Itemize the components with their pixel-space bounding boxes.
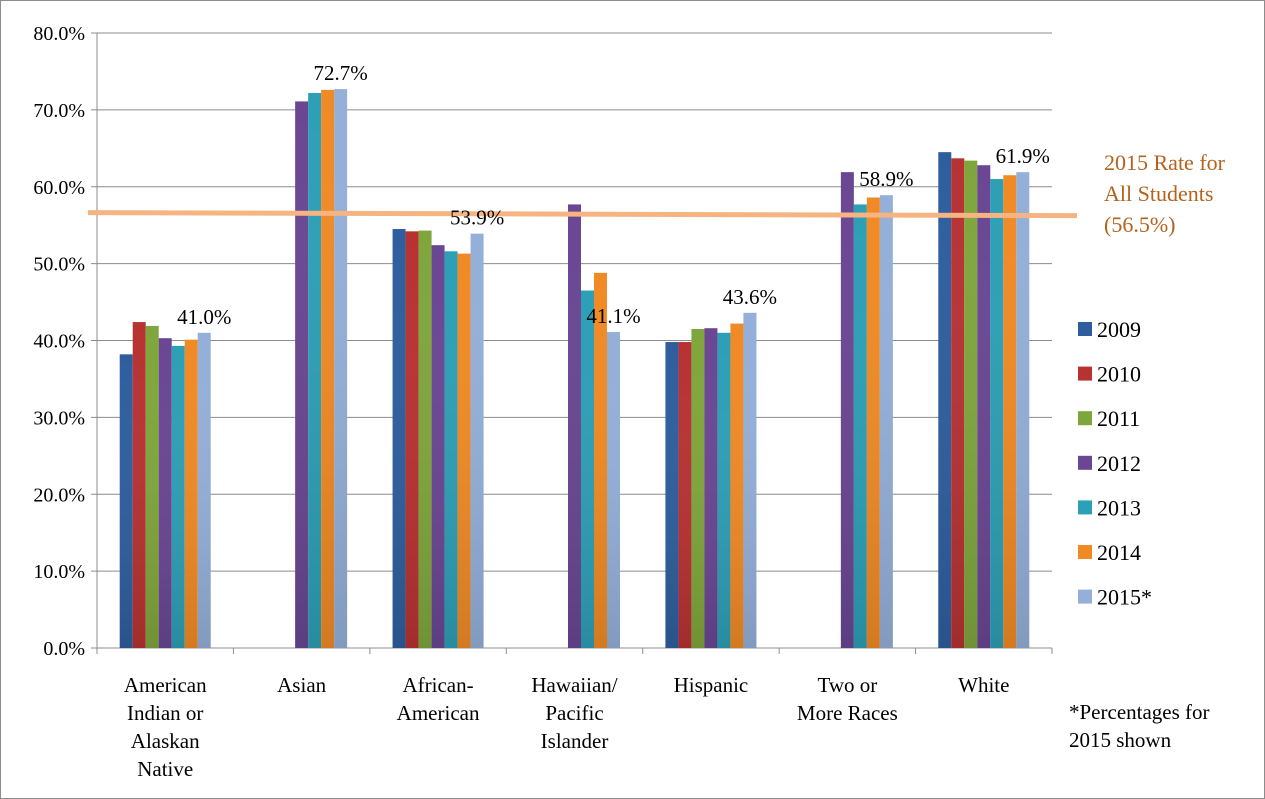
- bar-shade: [334, 89, 348, 648]
- category-label: American: [397, 701, 480, 725]
- category-label: Two or: [817, 673, 877, 697]
- category-label: Native: [137, 757, 193, 781]
- bar-shade: [665, 342, 679, 648]
- legend-label: 2011: [1097, 406, 1140, 431]
- legend-label: 2014: [1097, 540, 1141, 565]
- bar-shade: [132, 322, 146, 648]
- bar-shade: [470, 233, 484, 649]
- y-tick-label: 0.0%: [43, 638, 85, 660]
- y-tick-label: 20.0%: [33, 484, 85, 506]
- legend-swatch: [1078, 322, 1092, 336]
- bar-shade: [321, 89, 335, 648]
- data-label: 41.0%: [177, 305, 231, 329]
- legend: 2009 2010 2011 2012 2013 2014 2015*: [1078, 317, 1152, 610]
- legend-swatch: [1078, 500, 1092, 515]
- bar-shade: [457, 253, 471, 648]
- category-label: African-: [403, 673, 474, 697]
- y-tick-label: 30.0%: [33, 407, 85, 429]
- bar-shade: [1003, 175, 1017, 648]
- category-label: Hawaiian/: [531, 673, 617, 697]
- data-label: 43.6%: [723, 285, 777, 309]
- bar-shade: [418, 230, 432, 648]
- footnote-line: *Percentages for: [1069, 700, 1210, 724]
- bar-shade: [184, 339, 198, 648]
- category-label: Hispanic: [674, 673, 749, 697]
- legend-swatch: [1078, 366, 1092, 381]
- bar-shade: [1016, 172, 1030, 649]
- y-tick-label: 80.0%: [33, 23, 85, 45]
- legend-swatch: [1078, 455, 1092, 470]
- y-tick-label: 70.0%: [33, 100, 85, 122]
- y-tick-label: 10.0%: [33, 561, 85, 583]
- bar-shade: [691, 328, 705, 648]
- category-label: Asian: [277, 673, 326, 697]
- bar-shade: [977, 165, 991, 648]
- bar-shade: [295, 101, 309, 648]
- legend-swatch: [1078, 411, 1092, 426]
- bar-shade: [581, 290, 594, 648]
- reference-line: [87, 210, 1078, 219]
- footnote: *Percentages for 2015 shown: [1069, 700, 1210, 752]
- y-tick-label: 50.0%: [33, 254, 85, 276]
- bar-shade: [866, 197, 880, 648]
- bar-shade: [308, 92, 322, 648]
- category-label: Indian or: [127, 701, 203, 725]
- category-label: White: [958, 673, 1009, 697]
- bar-shade: [607, 332, 620, 648]
- bar-shade: [431, 245, 445, 649]
- bar-shade: [392, 229, 406, 648]
- bar-shade: [197, 332, 211, 648]
- y-tick-label: 40.0%: [33, 331, 85, 353]
- x-axis-labels: American Indian or Alaskan Native Asian Afric…: [124, 673, 1010, 781]
- data-label: 41.1%: [586, 304, 640, 328]
- bar-shade: [951, 158, 965, 648]
- bar-shade: [853, 204, 867, 648]
- bar-shade: [964, 160, 978, 649]
- category-label: Pacific: [545, 701, 603, 725]
- reference-line-label: 2015 Rate for: [1104, 150, 1226, 175]
- bar-shade: [171, 345, 185, 648]
- reference-line-label: (56.5%): [1104, 212, 1175, 237]
- legend-label: 2010: [1097, 362, 1141, 387]
- category-label: Alaskan: [131, 729, 200, 753]
- legend-swatch: [1078, 589, 1092, 604]
- bar-shade: [730, 323, 744, 648]
- legend-label: 2012: [1097, 451, 1141, 476]
- data-label: 72.7%: [314, 61, 368, 85]
- bar-shade: [568, 204, 581, 648]
- category-label: Islander: [541, 729, 609, 753]
- bar-shade: [840, 172, 854, 649]
- category-label: More Races: [797, 701, 898, 725]
- bar-shade: [444, 251, 458, 648]
- bar-shade: [717, 332, 731, 648]
- bar-shade: [145, 325, 159, 648]
- bar-shade: [938, 152, 952, 648]
- legend-label: 2009: [1097, 317, 1141, 342]
- reference-line-group: 2015 Rate for All Students (56.5%): [87, 150, 1226, 237]
- bar-shade: [158, 338, 172, 648]
- reference-line-label: All Students: [1104, 181, 1213, 206]
- legend-label: 2013: [1097, 495, 1141, 520]
- bar-shade: [879, 195, 893, 649]
- legend-label: 2015*: [1097, 585, 1152, 610]
- bars: [119, 89, 1030, 649]
- bar-shade: [119, 354, 133, 648]
- y-tick-label: 60.0%: [33, 177, 85, 199]
- bar-shade: [678, 342, 692, 648]
- data-labels: 41.0% 72.7% 53.9% 41.1% 43.6% 58.9% 61.9%: [177, 61, 1050, 329]
- bar-shade: [990, 179, 1004, 648]
- bar-shade: [743, 312, 757, 648]
- bar-shade: [594, 272, 607, 648]
- data-label: 58.9%: [859, 167, 913, 191]
- footnote-line: 2015 shown: [1069, 728, 1172, 752]
- data-label: 53.9%: [450, 206, 504, 230]
- category-label: American: [124, 673, 207, 697]
- bar-shade: [405, 231, 419, 648]
- data-label: 61.9%: [996, 144, 1050, 168]
- bar-shade: [704, 328, 718, 648]
- legend-swatch: [1078, 545, 1092, 559]
